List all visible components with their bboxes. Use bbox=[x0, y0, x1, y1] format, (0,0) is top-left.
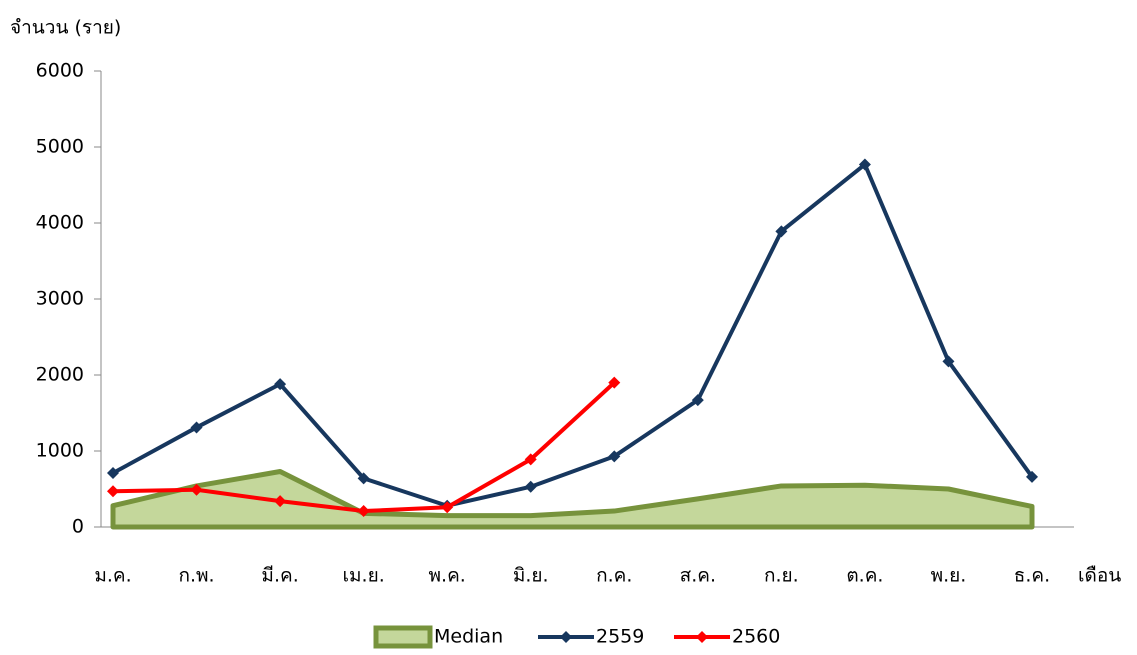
marker bbox=[691, 394, 704, 407]
marker bbox=[775, 225, 788, 238]
marker bbox=[524, 480, 537, 493]
marker bbox=[190, 483, 203, 496]
marker bbox=[942, 355, 955, 368]
x-tick-label: ก.ค. bbox=[596, 565, 632, 587]
x-axis-label: เดือน bbox=[1078, 565, 1121, 587]
legend-swatch bbox=[373, 625, 433, 649]
marker bbox=[608, 450, 621, 463]
x-tick-label: พ.ค. bbox=[429, 565, 466, 587]
area bbox=[110, 469, 1035, 530]
line bbox=[112, 162, 1034, 508]
x-tick-label: ก.ย. bbox=[764, 565, 799, 587]
marker bbox=[274, 378, 287, 391]
x-tick-label: ธ.ค. bbox=[1014, 565, 1050, 587]
legend-label: 2559 bbox=[596, 626, 644, 648]
x-tick-label: พ.ย. bbox=[931, 565, 967, 587]
legend-marker bbox=[696, 631, 708, 643]
marker bbox=[357, 505, 370, 518]
legend-marker bbox=[560, 631, 572, 643]
x-tick-label: ม.ค. bbox=[94, 565, 131, 587]
marker bbox=[107, 467, 119, 480]
x-tick-label: ต.ค. bbox=[846, 565, 883, 587]
y-tick-label: 2000 bbox=[36, 364, 84, 386]
legend-label: Median bbox=[434, 626, 503, 648]
marker bbox=[1026, 470, 1038, 483]
y-axis-label: จำนวน (ราย) bbox=[10, 17, 121, 39]
x-tick-label: มิ.ย. bbox=[513, 565, 549, 587]
marker bbox=[858, 158, 871, 171]
x-tick-label: ก.พ. bbox=[178, 565, 214, 587]
marker bbox=[107, 485, 119, 498]
y-tick-label: 6000 bbox=[36, 60, 84, 82]
x-tick-label: เม.ย. bbox=[343, 565, 385, 587]
y-tick-label: 0 bbox=[72, 516, 84, 538]
legend-label: 2560 bbox=[732, 626, 780, 648]
y-tick-label: 3000 bbox=[36, 288, 84, 310]
y-tick-label: 4000 bbox=[36, 212, 84, 234]
marker bbox=[608, 376, 621, 389]
marker bbox=[274, 495, 287, 508]
y-tick-label: 5000 bbox=[36, 136, 84, 158]
y-tick-label: 1000 bbox=[36, 440, 84, 462]
line bbox=[112, 381, 616, 514]
marker bbox=[357, 472, 370, 485]
marker bbox=[441, 501, 454, 514]
marker bbox=[524, 453, 537, 466]
x-tick-label: มี.ค. bbox=[261, 565, 298, 587]
marker bbox=[190, 421, 203, 434]
x-tick-label: ส.ค. bbox=[680, 565, 716, 587]
